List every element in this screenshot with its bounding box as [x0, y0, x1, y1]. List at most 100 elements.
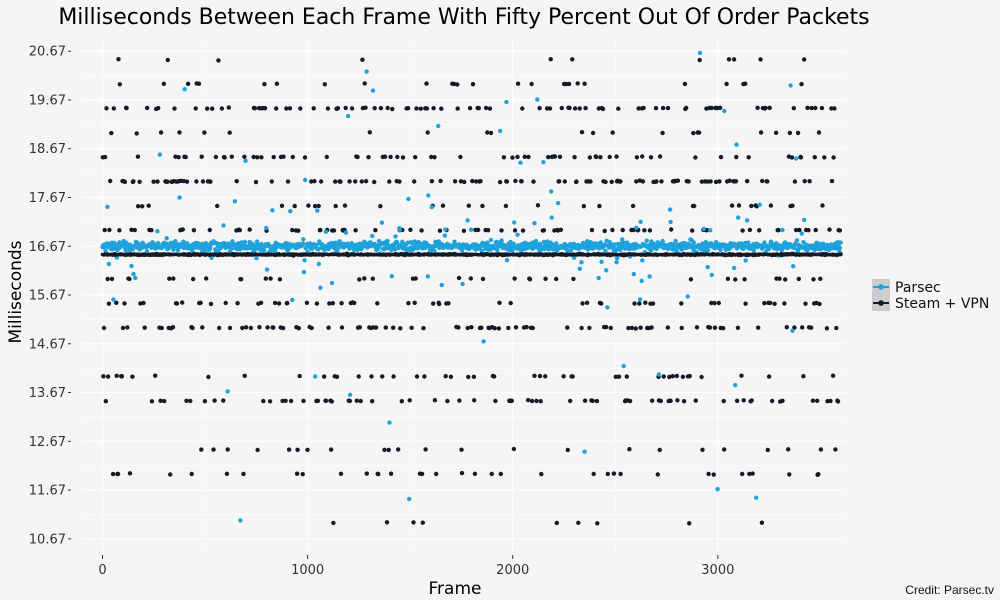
steam-vpn-point [755, 105, 760, 111]
steam-vpn-point [496, 326, 502, 331]
parsec-point [253, 246, 258, 251]
steam-vpn-point [223, 300, 228, 306]
parsec-point [598, 240, 603, 245]
parsec-point [163, 241, 169, 246]
steam-vpn-point [312, 179, 317, 184]
steam-vpn-point [151, 179, 156, 184]
steam-vpn-point [508, 300, 513, 306]
steam-vpn-point [513, 178, 518, 184]
steam-vpn-point [535, 203, 541, 208]
steam-vpn-point [489, 471, 494, 477]
steam-vpn-point [261, 398, 266, 404]
parsec-point [243, 158, 248, 163]
y-tick-label: 18.67 [29, 142, 66, 157]
steam-vpn-point [105, 276, 110, 282]
steam-vpn-point [587, 155, 593, 160]
parsec-point [718, 247, 723, 253]
steam-vpn-point [372, 106, 377, 111]
steam-vpn-point [740, 471, 745, 477]
steam-vpn-point [221, 398, 226, 403]
steam-vpn-point [770, 398, 775, 404]
steam-vpn-point [577, 106, 582, 111]
steam-vpn-point [822, 155, 827, 160]
steam-vpn-point [679, 301, 684, 306]
parsec-point [790, 328, 795, 333]
steam-vpn-point [129, 227, 134, 232]
steam-vpn-point [290, 154, 295, 160]
steam-vpn-point [105, 374, 111, 379]
steam-vpn-point [661, 374, 666, 379]
steam-vpn-point [274, 106, 279, 111]
steam-vpn-point [696, 130, 702, 135]
steam-vpn-point [559, 105, 564, 111]
parsec-point [577, 266, 582, 271]
steam-vpn-point [316, 203, 321, 209]
steam-vpn-point [750, 471, 755, 476]
parsec-point [313, 374, 318, 379]
steam-vpn-point [391, 374, 396, 379]
steam-vpn-point [309, 325, 314, 331]
steam-vpn-point [302, 155, 308, 160]
steam-vpn-point [574, 179, 579, 184]
parsec-point [345, 113, 351, 119]
legend-label-parsec: Parsec [895, 280, 941, 296]
parsec-point [105, 204, 110, 209]
steam-vpn-point [643, 300, 648, 305]
parsec-point [208, 244, 213, 250]
parsec-point [157, 152, 163, 157]
steam-vpn-point [459, 470, 465, 476]
parsec-point [743, 258, 748, 263]
steam-vpn-point [335, 106, 341, 111]
steam-vpn-point [512, 276, 517, 281]
steam-vpn-point [268, 276, 273, 281]
steam-vpn-point [492, 374, 497, 379]
y-tick-label: 20.67 [29, 45, 66, 60]
parsec-point [389, 274, 394, 279]
steam-vpn-point [226, 105, 231, 110]
steam-vpn-point [593, 154, 599, 160]
steam-vpn-point [109, 276, 115, 282]
steam-vpn-point [488, 130, 494, 136]
steam-vpn-point [360, 57, 365, 62]
steam-vpn-point [527, 277, 533, 282]
steam-vpn-point [271, 325, 276, 330]
parsec-point [459, 248, 465, 253]
steam-vpn-point [465, 325, 470, 331]
parsec-point [177, 195, 182, 200]
parsec-point [746, 240, 751, 245]
steam-vpn-point [504, 179, 510, 184]
steam-vpn-point [101, 325, 107, 331]
steam-vpn-point [408, 227, 413, 232]
steam-vpn-point [434, 471, 439, 477]
steam-vpn-point [582, 81, 587, 86]
steam-vpn-point [127, 471, 133, 476]
steam-vpn-point [725, 276, 731, 281]
steam-vpn-point [397, 179, 402, 184]
steam-vpn-point [767, 105, 772, 111]
steam-vpn-point [370, 399, 375, 404]
parsec-point [171, 247, 176, 252]
steam-vpn-point [362, 81, 367, 86]
steam-vpn-point [480, 203, 485, 209]
steam-vpn-point [565, 447, 570, 453]
steam-vpn-point [386, 447, 391, 453]
steam-vpn-point [304, 300, 310, 305]
steam-vpn-point [501, 155, 507, 160]
steam-vpn-point [597, 203, 602, 209]
steam-vpn-point [412, 179, 417, 184]
steam-vpn-point [609, 179, 614, 184]
steam-vpn-point [247, 227, 252, 232]
steam-vpn-point [660, 130, 665, 136]
steam-vpn-point [525, 397, 531, 403]
parsec-point [504, 258, 510, 263]
parsec-point [133, 275, 138, 281]
steam-vpn-point [613, 374, 618, 379]
steam-vpn-point [343, 105, 348, 111]
steam-vpn-point [466, 374, 471, 380]
steam-vpn-point [210, 106, 215, 111]
steam-vpn-point [520, 106, 525, 111]
steam-vpn-point [650, 301, 656, 306]
steam-vpn-point [733, 179, 739, 184]
parsec-point [709, 272, 714, 278]
